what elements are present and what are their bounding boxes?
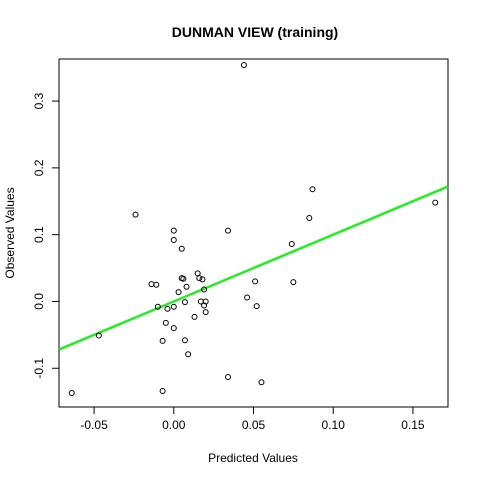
- data-point: [310, 187, 315, 192]
- data-point: [149, 282, 154, 287]
- x-tick-label: 0.00: [162, 418, 186, 432]
- y-axis-label: Observed Values: [3, 187, 17, 278]
- data-point: [291, 280, 296, 285]
- data-point: [133, 212, 138, 217]
- data-point: [186, 352, 191, 357]
- data-point: [171, 228, 176, 233]
- data-point: [203, 310, 208, 315]
- data-point: [160, 388, 165, 393]
- plot-frame: [59, 59, 448, 407]
- y-tick-label: -0.1: [32, 358, 46, 379]
- data-point: [433, 200, 438, 205]
- x-tick-label: 0.10: [322, 418, 346, 432]
- data-point: [289, 242, 294, 247]
- data-point: [171, 238, 176, 243]
- data-point: [171, 304, 176, 309]
- data-point: [254, 304, 259, 309]
- chart-title: DUNMAN VIEW (training): [172, 24, 338, 40]
- data-point: [171, 326, 176, 331]
- x-tick-label: 0.05: [242, 418, 266, 432]
- data-point: [165, 306, 170, 311]
- data-point: [154, 282, 159, 287]
- y-tick-label: 0.1: [32, 226, 46, 243]
- data-point: [182, 300, 187, 305]
- data-point: [184, 284, 189, 289]
- y-tick-label: 0.0: [32, 293, 46, 310]
- data-point: [163, 320, 168, 325]
- data-point: [253, 279, 258, 284]
- data-point: [307, 215, 312, 220]
- data-point: [225, 374, 230, 379]
- data-point: [197, 276, 202, 281]
- data-point: [176, 290, 181, 295]
- data-point: [179, 246, 184, 251]
- data-point: [200, 277, 205, 282]
- data-point: [192, 314, 197, 319]
- data-point: [225, 228, 230, 233]
- y-tick-label: 0.3: [32, 92, 46, 109]
- data-point: [182, 338, 187, 343]
- data-point: [241, 63, 246, 68]
- x-axis-label: Predicted Values: [208, 451, 298, 465]
- data-point: [69, 390, 74, 395]
- data-point: [259, 380, 264, 385]
- regression-line: [59, 187, 448, 350]
- data-point: [245, 295, 250, 300]
- x-tick-label: -0.05: [80, 418, 108, 432]
- x-tick-label: 0.15: [401, 418, 425, 432]
- data-point: [160, 338, 165, 343]
- y-tick-label: 0.2: [32, 159, 46, 176]
